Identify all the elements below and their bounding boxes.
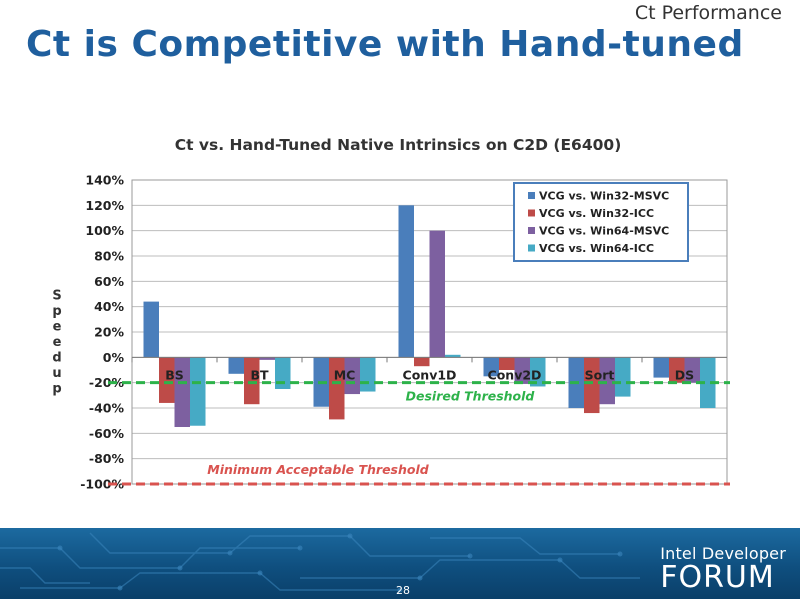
bar xyxy=(483,357,499,377)
bar xyxy=(159,357,175,403)
y-tick-label: -80% xyxy=(89,451,125,466)
reference-line-label: Desired Threshold xyxy=(406,389,536,404)
slide-title: Ct is Competitive with Hand-tuned xyxy=(26,24,744,65)
section-label: Ct Performance xyxy=(634,2,782,24)
legend-swatch xyxy=(528,209,535,217)
bar xyxy=(700,357,716,408)
legend-swatch xyxy=(528,192,535,199)
bar xyxy=(414,357,430,367)
bar xyxy=(599,357,615,405)
bar xyxy=(244,357,260,405)
x-tick-label: Conv1D xyxy=(403,367,457,382)
brand-line2: FORUM xyxy=(660,560,775,595)
bar xyxy=(684,357,700,383)
bar xyxy=(398,205,414,358)
y-tick-label: 60% xyxy=(94,274,124,289)
bar xyxy=(669,357,685,383)
y-tick-label: 120% xyxy=(85,198,124,213)
reference-lines: Desired Threshold Minimum Acceptable Thre… xyxy=(108,381,730,486)
bar xyxy=(499,357,515,370)
x-tick-label: MC xyxy=(334,367,356,382)
legend-swatch xyxy=(528,244,535,252)
y-tick-label: 140% xyxy=(85,173,124,188)
bar xyxy=(174,357,190,427)
reference-line-label: Minimum Acceptable Threshold xyxy=(207,462,429,477)
bar-chart: -100% -80% -60% -40% -20% 0% 20% 40% 60% 80% 100% 1… xyxy=(52,136,730,492)
legend-swatch xyxy=(528,227,535,234)
y-tick-label: -100% xyxy=(80,477,124,492)
bar xyxy=(143,301,159,358)
bar xyxy=(344,357,360,395)
chart-title: Ct vs. Hand-Tuned Native Intrinsics on C… xyxy=(175,136,622,154)
legend-entry: VCG vs. Win32-MSVC xyxy=(539,190,669,203)
footer-banner: Intel Developer FORUM xyxy=(0,528,800,599)
plot-area-border xyxy=(131,179,728,485)
bar xyxy=(445,354,461,358)
y-tick-label: -40% xyxy=(89,401,125,416)
x-tick-label: BS xyxy=(165,367,184,382)
bar xyxy=(275,357,291,389)
bar xyxy=(190,357,206,426)
y-tick-label: 20% xyxy=(94,325,124,340)
intel-developer-forum-logo: Intel Developer FORUM xyxy=(660,544,786,593)
x-tick-label: DS xyxy=(675,367,694,382)
bar xyxy=(360,357,376,392)
bars xyxy=(143,205,716,427)
x-tick-label: Sort xyxy=(585,367,615,382)
legend-entry: VCG vs. Win32-ICC xyxy=(539,207,654,220)
y-tick-label: 0% xyxy=(103,350,125,365)
y-tick-label: 80% xyxy=(94,249,124,264)
page-number: 28 xyxy=(396,584,410,597)
bar xyxy=(615,357,631,397)
bar xyxy=(584,357,600,414)
circuit-pattern-graphic xyxy=(0,532,640,593)
legend: VCG vs. Win32-MSVC VCG vs. Win32-ICC VCG v… xyxy=(513,182,689,262)
bar xyxy=(429,230,445,358)
y-tick-label: 40% xyxy=(94,299,124,314)
x-tick-label: Conv2D xyxy=(488,367,542,382)
bar xyxy=(514,357,530,384)
bar xyxy=(329,357,345,420)
legend-box xyxy=(513,182,689,262)
x-tick-label: BT xyxy=(250,367,269,382)
brand-line1: Intel Developer xyxy=(660,544,786,563)
legend-entry: VCG vs. Win64-MSVC xyxy=(539,225,669,238)
y-tick-label: -20% xyxy=(89,375,125,390)
bar xyxy=(653,357,669,378)
y-tick-label: 100% xyxy=(85,223,124,238)
y-tick-label: -60% xyxy=(89,426,125,441)
bar xyxy=(259,357,275,360)
axes: -100% -80% -60% -40% -20% 0% 20% 40% 60% 80% 100% 1… xyxy=(80,173,728,492)
bar xyxy=(228,357,244,374)
legend-entry: VCG vs. Win64-ICC xyxy=(539,242,654,255)
bar xyxy=(530,357,546,387)
